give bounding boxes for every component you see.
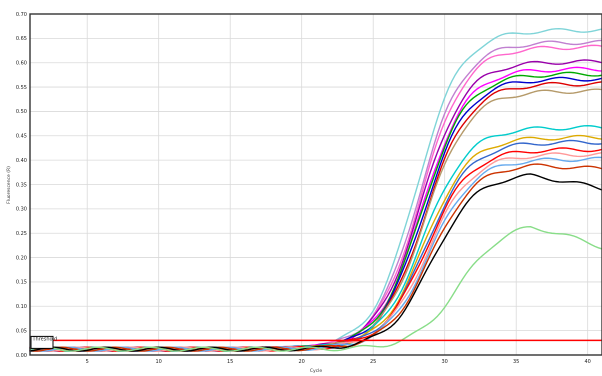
x-tick-label: 15 — [227, 359, 233, 365]
y-tick-label: 0.00 — [16, 353, 27, 359]
y-tick-label: 0.10 — [16, 304, 27, 310]
threshold-label: Threshold — [32, 336, 58, 342]
y-tick-label: 0.20 — [16, 255, 27, 261]
x-tick-label: 5 — [86, 359, 89, 365]
y-tick-label: 0.15 — [16, 280, 27, 286]
x-axis-title: Cycle — [310, 368, 323, 374]
y-tick-label: 0.45 — [16, 134, 27, 140]
axis-labels: Cycle Fluorescence (R) — [6, 166, 322, 374]
grid — [30, 14, 602, 355]
x-tick-label: 20 — [299, 359, 305, 365]
x-tick-label: 30 — [442, 359, 448, 365]
x-tick-label: 40 — [585, 359, 591, 365]
series-layer — [29, 27, 602, 352]
y-tick-label: 0.55 — [16, 85, 27, 91]
threshold-layer: Threshold — [30, 335, 602, 349]
amplification-curve — [29, 225, 602, 352]
y-tick-label: 0.35 — [16, 182, 27, 188]
y-tick-label: 0.25 — [16, 231, 27, 237]
x-tick-label: 10 — [156, 359, 162, 365]
y-tick-label: 0.60 — [16, 61, 27, 67]
y-tick-label: 0.05 — [16, 328, 27, 334]
y-tick-label: 0.65 — [16, 36, 27, 42]
y-axis-title: Fluorescence (R) — [6, 166, 12, 204]
y-tick-label: 0.30 — [16, 207, 27, 213]
amplification-curve — [29, 156, 602, 352]
tick-labels: 5 10 15 20 25 30 35 40 0.00 0.05 0.10 0.15 0.20 0.25 0… — [16, 12, 591, 365]
y-tick-label: 0.70 — [16, 12, 27, 18]
plot-frame — [29, 13, 602, 356]
y-tick-label: 0.40 — [16, 158, 27, 164]
y-tick-label: 0.50 — [16, 109, 27, 115]
x-tick-label: 25 — [370, 359, 376, 365]
threshold-label-box — [30, 335, 54, 349]
x-tick-label: 35 — [513, 359, 519, 365]
